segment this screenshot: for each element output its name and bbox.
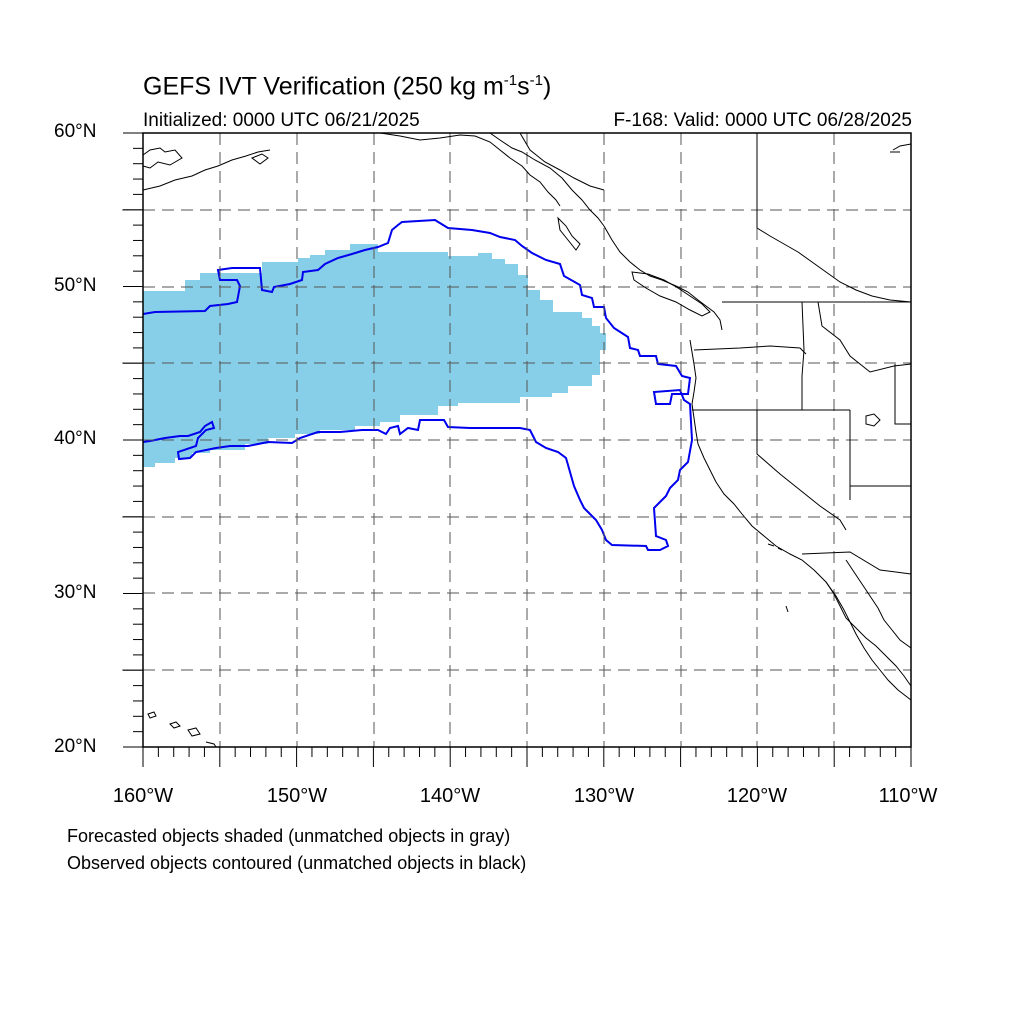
lat-label-40: 40°N <box>54 428 97 449</box>
legend-observed-note: Observed objects contoured (unmatched ob… <box>67 853 527 873</box>
baja-peninsula <box>825 581 912 701</box>
gulf-of-california-coast <box>845 559 912 649</box>
alaska-coast-west <box>142 147 183 169</box>
coastlines <box>142 132 912 748</box>
hawaii-islands <box>147 711 217 748</box>
title-text: GEFS IVT Verification (250 kg m <box>143 72 504 101</box>
mexico-border <box>801 551 912 575</box>
great-salt-lake <box>865 413 881 427</box>
gulf-of-alaska-coast <box>379 132 561 207</box>
kodiak-island <box>250 153 269 165</box>
idaho-border <box>801 301 805 410</box>
initialized-time: Initialized: 0000 UTC 06/21/2025 <box>143 110 420 131</box>
title-exponent-1: -1 <box>503 72 518 89</box>
forecast-object <box>143 244 606 467</box>
observed-object <box>142 218 694 551</box>
california-nevada-border <box>756 410 847 531</box>
montana-border <box>817 301 912 373</box>
wyoming-border <box>894 364 911 425</box>
forecast-ivt-shading <box>143 244 606 467</box>
lon-label-120w: 120°W <box>726 785 788 807</box>
legend-forecast-note: Forecasted objects shaded (unmatched obj… <box>67 826 511 846</box>
title-unit-s: s <box>517 72 530 101</box>
valid-time: F-168: Valid: 0000 UTC 06/28/2025 <box>613 110 912 131</box>
lat-label-20: 20°N <box>54 736 97 757</box>
east-coast-corner <box>890 143 912 153</box>
chart-title: GEFS IVT Verification (250 kg m-1s-1) <box>143 72 551 101</box>
channel-islands <box>767 543 789 613</box>
lat-label-50: 50°N <box>54 275 97 296</box>
us-west-coast <box>689 339 912 687</box>
political-borders <box>519 132 912 575</box>
washington-oregon-border <box>693 345 807 355</box>
lon-label-140w: 140°W <box>419 785 481 807</box>
alaska-bc-border <box>519 132 605 191</box>
hudson-coast <box>756 227 912 303</box>
observed-ivt-contour <box>142 218 694 551</box>
lat-lon-grid <box>122 133 911 747</box>
lon-label-150w: 150°W <box>266 785 328 807</box>
title-end: ) <box>542 72 552 101</box>
axis-ticks <box>123 132 912 767</box>
vancouver-island <box>631 271 711 317</box>
lon-label-130w: 130°W <box>573 785 635 807</box>
lat-label-30: 30°N <box>54 582 97 603</box>
haida-gwaii <box>557 216 581 251</box>
lat-label-60: 60°N <box>54 121 97 142</box>
lon-label-160w: 160°W <box>112 785 174 807</box>
alaska-peninsula <box>142 149 271 191</box>
title-exponent-2: -1 <box>529 72 543 89</box>
lon-label-110w: 110°W <box>878 785 938 807</box>
southeast-alaska-coast <box>489 132 605 227</box>
